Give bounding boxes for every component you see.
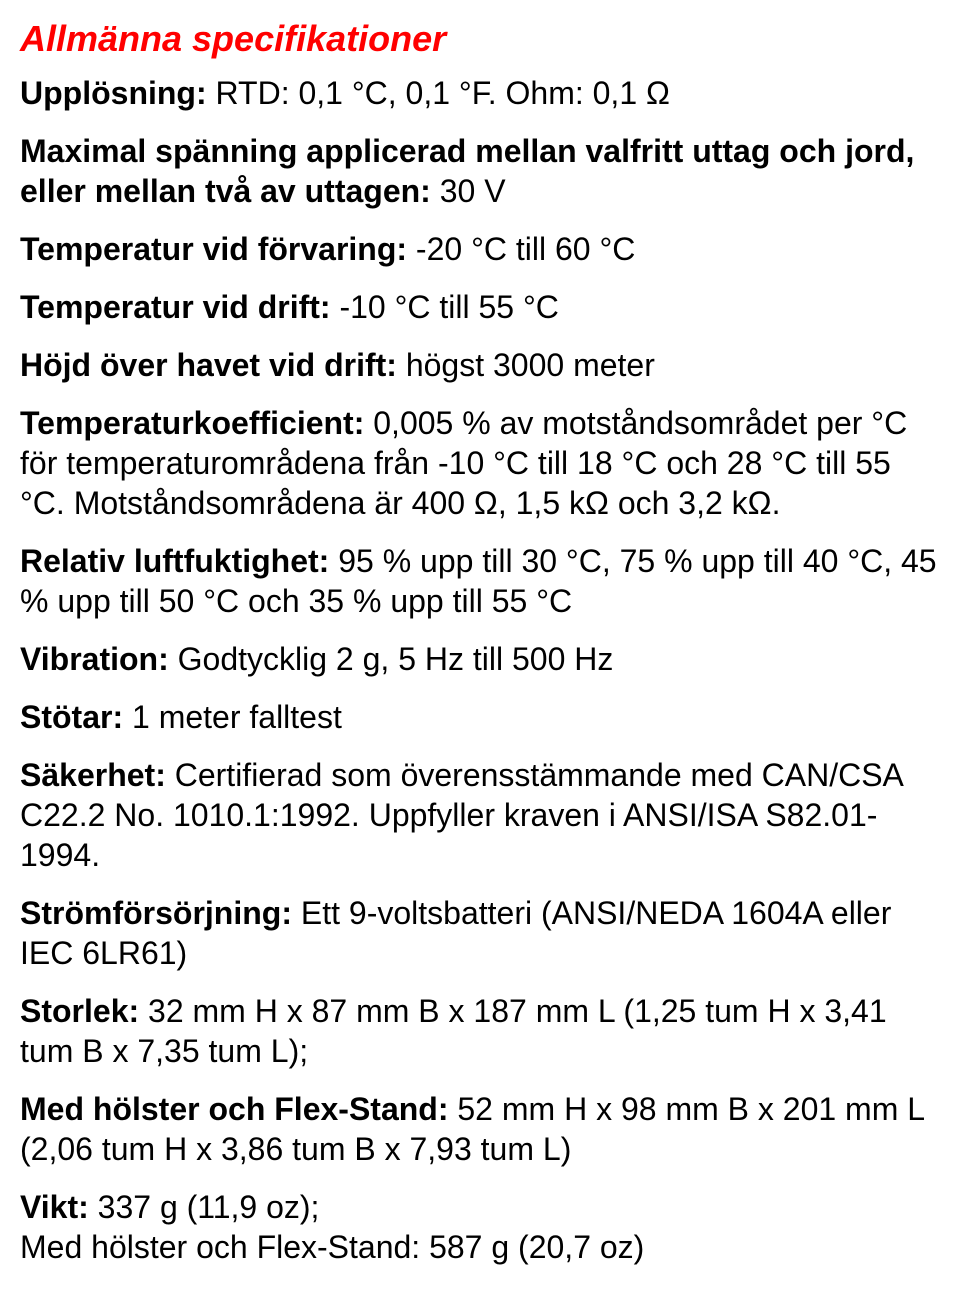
spec-resolution: Upplösning: RTD: 0,1 °C, 0,1 °F. Ohm: 0,… [20, 73, 940, 113]
spec-vibration: Vibration: Godtycklig 2 g, 5 Hz till 500… [20, 639, 940, 679]
spec-label: Med hölster och Flex-Stand: [20, 1091, 448, 1127]
spec-value: -10 °C till 55 °C [331, 289, 559, 325]
spec-value: 1 meter falltest [123, 699, 342, 735]
spec-value: 32 mm H x 87 mm B x 187 mm L (1,25 tum H… [20, 993, 887, 1069]
section-title: Allmänna specifikationer [20, 18, 940, 59]
spec-temp-coefficient: Temperaturkoefficient: 0,005 % av motstå… [20, 403, 940, 523]
spec-label: Temperatur vid drift: [20, 289, 331, 325]
spec-power: Strömförsörjning: Ett 9-voltsbatteri (AN… [20, 893, 940, 973]
spec-label: Höjd över havet vid drift: [20, 347, 397, 383]
spec-humidity: Relativ luftfuktighet: 95 % upp till 30 … [20, 541, 940, 621]
spec-weight-extra: Med hölster och Flex-Stand: 587 g (20,7 … [20, 1229, 644, 1265]
spec-value: Godtycklig 2 g, 5 Hz till 500 Hz [169, 641, 614, 677]
spec-shock: Stötar: 1 meter falltest [20, 697, 940, 737]
spec-label: Temperatur vid förvaring: [20, 231, 407, 267]
spec-label: Relativ luftfuktighet: [20, 543, 329, 579]
spec-altitude: Höjd över havet vid drift: högst 3000 me… [20, 345, 940, 385]
spec-label: Vikt: [20, 1189, 89, 1225]
spec-weight: Vikt: 337 g (11,9 oz); Med hölster och F… [20, 1187, 940, 1267]
spec-value: högst 3000 meter [397, 347, 655, 383]
spec-value: 337 g (11,9 oz); [89, 1189, 320, 1225]
spec-storage-temp: Temperatur vid förvaring: -20 °C till 60… [20, 229, 940, 269]
spec-safety: Säkerhet: Certifierad som överensstämman… [20, 755, 940, 875]
spec-value: RTD: 0,1 °C, 0,1 °F. Ohm: 0,1 Ω [207, 75, 670, 111]
spec-label: Säkerhet: [20, 757, 166, 793]
spec-label: Storlek: [20, 993, 139, 1029]
spec-max-voltage: Maximal spänning applicerad mellan valfr… [20, 131, 940, 211]
spec-label: Strömförsörjning: [20, 895, 292, 931]
spec-label: Stötar: [20, 699, 123, 735]
spec-operating-temp: Temperatur vid drift: -10 °C till 55 °C [20, 287, 940, 327]
spec-value: -20 °C till 60 °C [407, 231, 635, 267]
spec-holster-size: Med hölster och Flex-Stand: 52 mm H x 98… [20, 1089, 940, 1169]
spec-label: Temperaturkoefficient: [20, 405, 364, 441]
spec-label: Vibration: [20, 641, 169, 677]
spec-label: Upplösning: [20, 75, 207, 111]
spec-value: 30 V [431, 173, 506, 209]
spec-size: Storlek: 32 mm H x 87 mm B x 187 mm L (1… [20, 991, 940, 1071]
